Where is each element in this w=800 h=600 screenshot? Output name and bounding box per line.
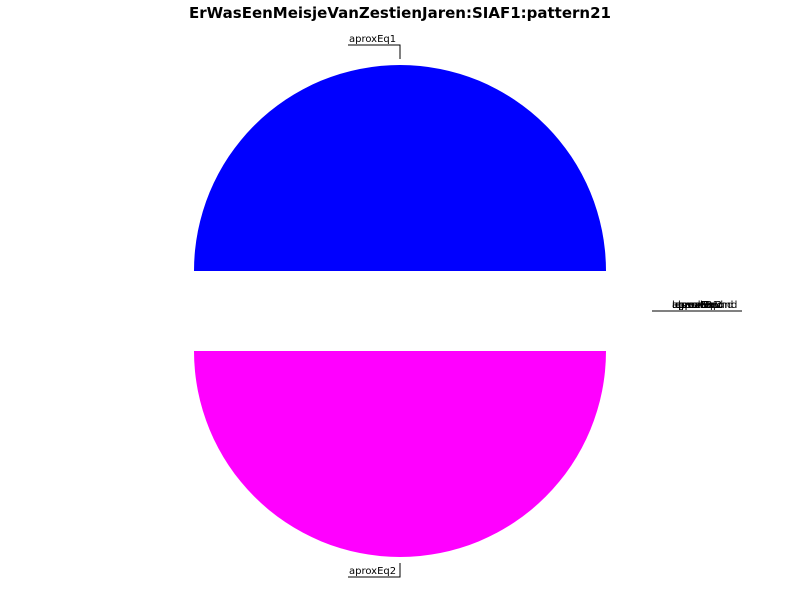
pie-slice-aproxEq2 <box>194 351 606 557</box>
overlap-label-greater: greater <box>678 300 716 311</box>
overlap-label-upperBound: upperBound <box>672 300 733 311</box>
overlap-label-equal: equal <box>675 300 703 311</box>
leader-line-aproxEq1 <box>348 44 401 59</box>
slice-label-aproxEq1: aproxEq1 <box>349 34 396 45</box>
leader-line-aproxEq2 <box>348 563 401 578</box>
chart-title: ErWasEenMeisjeVanZestienJaren:SIAF1:patt… <box>189 4 611 22</box>
pie-slice-aproxEq1 <box>194 65 606 271</box>
overlap-label-aproxEq2: aproxEq2 <box>675 300 722 311</box>
slice-label-aproxEq2: aproxEq2 <box>349 566 396 577</box>
overlap-label-lowerBound: lowerBound <box>678 300 737 311</box>
overlap-label-aproxEq1: aproxEq1 <box>672 300 719 311</box>
overlap-label-lesser: lesser <box>672 300 703 311</box>
overlap-label-unrelated: unrelated <box>675 300 723 311</box>
